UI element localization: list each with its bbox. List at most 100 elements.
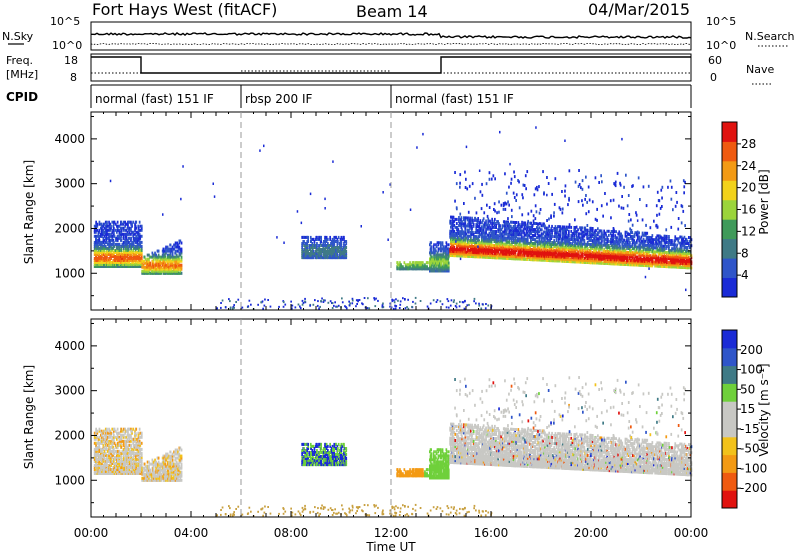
power-cell: [335, 235, 337, 239]
power-cell: [461, 242, 463, 246]
power-cell: [453, 229, 456, 233]
power-cell: [465, 252, 467, 256]
power-cell: [137, 265, 140, 268]
power-cell: [561, 257, 564, 261]
power-cell: [96, 250, 99, 254]
power-cell: [318, 237, 321, 241]
power-cell: [519, 255, 522, 259]
power-cell: [530, 256, 532, 259]
power-cell: [113, 226, 115, 230]
power-cell: [591, 257, 594, 261]
power-cell: [128, 257, 131, 260]
power-cell: [460, 232, 462, 236]
power-cell: [169, 249, 172, 253]
power-cell: [324, 254, 326, 258]
power-cell: [327, 250, 329, 253]
power-cell: [433, 269, 435, 273]
power-cell: [559, 251, 562, 255]
power-cell: [586, 261, 589, 264]
power-cell: [610, 240, 613, 244]
power-cell: [494, 230, 496, 233]
power-cell: [121, 226, 124, 230]
power-cell: [579, 254, 581, 258]
power-cell: [619, 234, 621, 238]
power-cell: [93, 261, 96, 264]
power-cell: [577, 244, 580, 248]
power-cell: [122, 234, 125, 238]
power-cell: [306, 252, 309, 256]
power-cell: [541, 256, 543, 260]
power-cell: [324, 242, 326, 245]
power-cell: [574, 240, 577, 244]
power-cell: [597, 237, 599, 241]
power-cell: [308, 252, 311, 256]
power-cell: [586, 228, 589, 232]
power-cell: [586, 242, 589, 246]
power-cell: [612, 234, 615, 238]
power-cell: [162, 251, 165, 255]
power-cell: [93, 265, 96, 268]
power-cell: [484, 221, 486, 225]
power-cell: [514, 235, 517, 239]
power-cell: [106, 263, 109, 266]
power-cell: [610, 244, 613, 248]
power-cell: [322, 250, 325, 253]
power-cell: [507, 246, 509, 250]
power-cell: [586, 248, 588, 252]
power-cell: [647, 238, 650, 241]
power-cell: [641, 263, 644, 267]
power-cell: [111, 234, 114, 238]
power-cell: [635, 245, 638, 249]
power-cell: [538, 258, 541, 262]
power-cell: [549, 251, 552, 254]
power-cell: [121, 257, 124, 260]
power-cell: [318, 254, 321, 258]
power-cell: [108, 234, 110, 238]
power-cell: [437, 253, 440, 257]
power-cell: [641, 243, 644, 247]
power-cell: [533, 246, 536, 250]
power-cell: [327, 242, 329, 245]
power-cell: [560, 257, 563, 261]
power-cell: [447, 269, 450, 273]
power-cell: [607, 243, 609, 247]
power-cell: [605, 257, 607, 261]
power-cell: [494, 217, 496, 221]
power-cell: [555, 239, 558, 243]
power-cell: [515, 231, 518, 235]
power-cell: [487, 249, 490, 253]
power-cell: [557, 239, 560, 243]
power-cell: [434, 249, 436, 253]
power-cell: [122, 263, 125, 266]
power-cell: [477, 225, 479, 229]
power-cell: [576, 246, 578, 250]
power-cell: [561, 229, 564, 233]
power-cell: [579, 232, 581, 236]
power-cell: [533, 244, 536, 248]
power-cell: [179, 269, 182, 273]
power-cell: [440, 241, 442, 245]
power-cell: [114, 228, 117, 232]
power-cell: [508, 234, 511, 238]
power-cell: [590, 259, 592, 263]
power-cell: [515, 229, 518, 233]
power-cell: [561, 253, 564, 257]
power-cell: [316, 252, 318, 256]
power-cell: [144, 269, 147, 273]
power-cell: [337, 240, 339, 243]
power-cell: [581, 234, 583, 238]
power-cell: [95, 224, 97, 228]
power-cell: [306, 256, 309, 260]
power-cell: [481, 247, 483, 251]
power-cell: [632, 239, 634, 243]
power-cell: [180, 241, 183, 245]
power-cell: [647, 235, 650, 239]
power-cell: [163, 269, 165, 273]
power-cell: [554, 245, 556, 249]
power-cell: [538, 238, 541, 242]
power-cell: [344, 248, 347, 251]
power-cell: [93, 257, 96, 260]
power-cell: [444, 251, 446, 255]
power-cell: [135, 240, 138, 244]
power-cell: [434, 267, 436, 271]
